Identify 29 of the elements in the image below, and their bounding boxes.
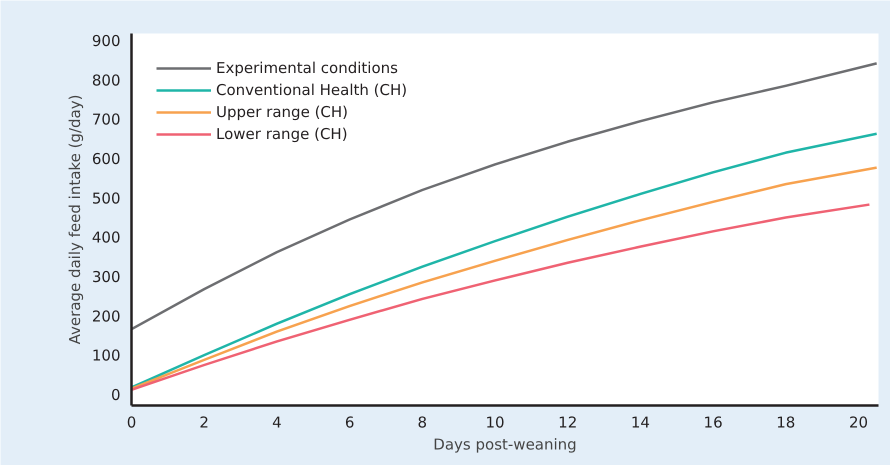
legend-label: Conventional Health (CH) — [216, 80, 408, 100]
y-tick-label: 500 — [92, 189, 121, 208]
x-tick-label: 10 — [485, 414, 505, 432]
legend-label: Experimental conditions — [216, 58, 398, 78]
legend-label: Upper range (CH) — [216, 102, 348, 122]
y-tick-label: 300 — [92, 268, 121, 286]
x-tick-label: 20 — [848, 414, 868, 432]
x-tick-label: 14 — [630, 414, 650, 432]
x-tick-label: 4 — [272, 414, 282, 432]
x-tick-label: 0 — [126, 414, 136, 432]
y-tick-label: 800 — [92, 71, 121, 90]
y-tick-label: 600 — [92, 150, 121, 168]
y-tick-label: 400 — [92, 228, 121, 247]
x-tick-label: 12 — [558, 414, 578, 432]
legend-label: Lower range (CH) — [216, 124, 348, 144]
x-axis-title: Days post-weaning — [433, 436, 577, 454]
y-tick-label: 0 — [110, 386, 121, 404]
y-tick-label: 100 — [92, 346, 121, 365]
x-tick-label: 6 — [344, 414, 354, 432]
x-tick-label: 18 — [776, 414, 796, 432]
y-axis-title: Average daily feed intake (g/day) — [66, 94, 84, 344]
line-series — [132, 203, 871, 392]
y-tick-label: 700 — [92, 110, 121, 129]
x-tick-label: 16 — [704, 414, 723, 432]
x-tick-label: 8 — [418, 414, 428, 432]
x-tick-label: 2 — [199, 414, 209, 432]
line-series — [132, 62, 878, 330]
y-tick-label: 900 — [92, 32, 121, 50]
y-tick-label: 200 — [92, 307, 121, 326]
